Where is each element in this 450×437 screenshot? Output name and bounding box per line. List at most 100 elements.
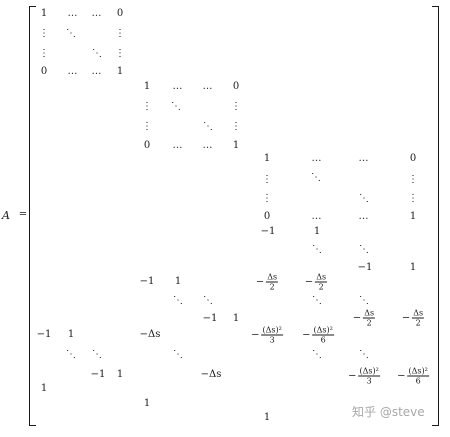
vdots-glyph: ⋮: [408, 174, 418, 185]
fraction-stack: Δs 2: [412, 308, 425, 328]
fraction-stack: (Δs)² 6: [407, 366, 429, 386]
ddots-glyph: ⋱: [359, 193, 369, 204]
fraction-denominator: 6: [415, 376, 421, 386]
fraction-denominator: 6: [320, 335, 326, 345]
fraction-denominator: 2: [366, 318, 372, 328]
vdots-glyph: ⋮: [262, 193, 272, 204]
fraction-denominator: 2: [269, 282, 275, 292]
hdots-glyph: …: [67, 8, 79, 19]
matrix-entry: −1: [260, 226, 276, 237]
left-bracket: [29, 6, 36, 426]
vdots-glyph: ⋮: [115, 28, 125, 39]
fraction-sign: −: [302, 329, 311, 341]
vdots-glyph: ⋮: [142, 121, 152, 132]
matrix-entry: 1: [40, 8, 48, 19]
ddots-glyph: ⋱: [312, 244, 322, 255]
matrix-entry: 0: [116, 8, 124, 19]
matrix-entry: 1: [263, 153, 271, 164]
matrix-entry: 1: [116, 66, 124, 77]
ddots-glyph: ⋱: [92, 48, 102, 59]
fraction-numerator: Δs: [363, 308, 376, 319]
ddots-glyph: ⋱: [359, 295, 369, 306]
ddots-glyph: ⋱: [203, 121, 213, 132]
matrix-entry: 1: [232, 140, 240, 151]
fraction-denominator: 2: [318, 282, 324, 292]
fraction-denominator: 3: [366, 376, 372, 386]
matrix-entry: 0: [409, 153, 417, 164]
matrix-entry: 1: [67, 329, 75, 340]
fraction-numerator: (Δs)²: [407, 366, 429, 377]
matrix-entry: 1: [174, 276, 182, 287]
ddots-glyph: ⋱: [66, 28, 76, 39]
fraction-sign: −: [255, 276, 265, 288]
fraction-entry: − (Δs)² 3: [251, 326, 283, 345]
ddots-glyph: ⋱: [173, 295, 183, 306]
ddots-glyph: ⋱: [359, 244, 369, 255]
watermark: 知乎 @steve: [352, 405, 425, 419]
ddots-glyph: ⋱: [203, 295, 213, 306]
hdots-glyph: …: [67, 66, 79, 77]
fraction-numerator: Δs: [266, 272, 279, 283]
fraction-stack: (Δs)² 3: [358, 366, 380, 386]
matrix-entry: −1: [139, 276, 155, 287]
matrix-entry: 0: [232, 81, 240, 92]
fraction-entry: − (Δs)² 6: [302, 326, 334, 345]
fraction-entry: − Δs 2: [255, 272, 279, 292]
matrix-entry: 0: [40, 66, 48, 77]
vdots-glyph: ⋮: [231, 121, 241, 132]
vdots-glyph: ⋮: [262, 174, 272, 185]
matrix-entry: 0: [143, 140, 151, 151]
hdots-glyph: …: [172, 81, 184, 92]
fraction-entry: − Δs 2: [352, 308, 376, 328]
matrix-entry: 1: [409, 262, 417, 273]
hdots-glyph: …: [311, 153, 323, 164]
fraction-entry: − Δs 2: [305, 272, 328, 292]
fraction-numerator: (Δs)²: [358, 366, 380, 377]
fraction-numerator: (Δs)²: [312, 325, 334, 336]
matrix-entry: 1: [232, 313, 240, 324]
fraction-numerator: (Δs)²: [261, 325, 283, 336]
matrix-lhs-symbol: A: [2, 209, 10, 222]
hdots-glyph: …: [202, 81, 214, 92]
vdots-glyph: ⋮: [39, 48, 49, 59]
vdots-glyph: ⋮: [142, 101, 152, 112]
vdots-glyph: ⋮: [39, 28, 49, 39]
fraction-sign: −: [251, 329, 260, 341]
fraction-denominator: 2: [415, 318, 421, 328]
matrix-entry: 1: [263, 412, 271, 423]
ddots-glyph: ⋱: [92, 349, 102, 360]
vdots-glyph: ⋮: [408, 193, 418, 204]
ddots-glyph: ⋱: [171, 101, 181, 112]
right-bracket: [432, 6, 439, 426]
fraction-sign: −: [348, 370, 357, 382]
hdots-glyph: …: [358, 211, 370, 222]
ddots-glyph: ⋱: [173, 349, 183, 360]
fraction-sign: −: [352, 312, 362, 324]
fraction-stack: Δs 2: [315, 272, 328, 292]
matrix-entry: 1: [40, 383, 48, 394]
vdots-glyph: ⋮: [115, 48, 125, 59]
fraction-stack: (Δs)² 6: [312, 325, 334, 345]
fraction-denominator: 3: [269, 335, 275, 345]
hdots-glyph: …: [172, 140, 184, 151]
fraction-stack: Δs 2: [266, 272, 279, 292]
fraction-entry: − Δs 2: [401, 308, 425, 328]
hdots-glyph: …: [358, 153, 370, 164]
ddots-glyph: ⋱: [312, 295, 322, 306]
matrix-entry: 1: [143, 398, 151, 409]
fraction-numerator: Δs: [412, 308, 425, 319]
fraction-entry: − (Δs)² 6: [397, 367, 429, 386]
hdots-glyph: …: [311, 211, 323, 222]
matrix-entry: −1: [36, 329, 52, 340]
fraction-numerator: Δs: [315, 272, 328, 283]
hdots-glyph: …: [91, 66, 103, 77]
ddots-glyph: ⋱: [312, 349, 322, 360]
matrix-entry: −1: [90, 369, 106, 380]
ddots-glyph: ⋱: [359, 349, 369, 360]
fraction-sign: −: [401, 312, 411, 324]
equals-sign: =: [18, 209, 28, 220]
matrix-entry: −1: [357, 262, 373, 273]
fraction-stack: (Δs)² 3: [261, 325, 283, 345]
fraction-stack: Δs 2: [363, 308, 376, 328]
